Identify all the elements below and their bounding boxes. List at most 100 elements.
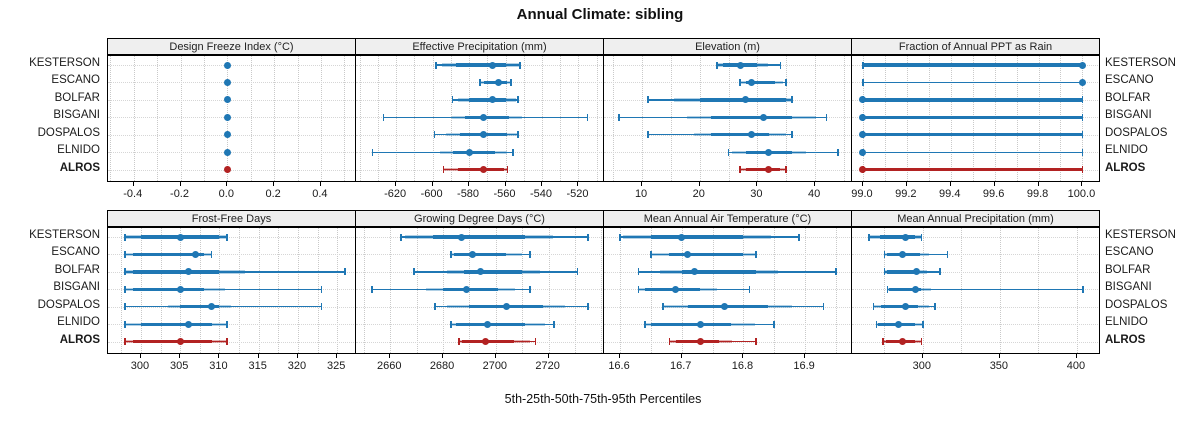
axis-tick	[179, 354, 181, 358]
median-dot	[223, 166, 231, 174]
gridline-vertical	[320, 56, 322, 181]
axis-tick	[993, 182, 995, 186]
whisker-cap	[920, 233, 923, 241]
panel-plot	[107, 55, 356, 182]
panel-plot	[851, 55, 1100, 182]
whisker-cap	[922, 320, 924, 328]
whisker-cap	[872, 303, 875, 311]
median-dot	[902, 233, 910, 241]
whisker-cap	[320, 285, 323, 293]
whisker-cap	[668, 338, 671, 346]
gridline-horizontal	[604, 82, 851, 84]
axis-tick-label: 305	[170, 360, 189, 372]
site-label-left: ESCANO	[51, 74, 100, 87]
median-dot	[696, 320, 704, 328]
interquartile-segment	[862, 63, 1083, 67]
median-dot	[468, 250, 476, 258]
interquartile-segment	[711, 133, 769, 137]
axis-tick	[226, 182, 228, 186]
site-label-right: BISGANI	[1105, 109, 1152, 122]
interquartile-segment	[133, 252, 204, 257]
gridline-vertical	[133, 56, 135, 181]
median-dot	[859, 148, 867, 156]
site-label-left: ESCANO	[51, 246, 100, 259]
whisker-cap	[450, 250, 452, 258]
axis-tick	[619, 354, 621, 358]
site-label-right: ELNIDO	[1105, 316, 1148, 329]
whisker-cap	[124, 268, 127, 276]
median-dot	[765, 148, 773, 156]
median-dot	[678, 233, 686, 241]
median-dot	[672, 285, 680, 293]
whisker-line	[125, 271, 345, 273]
whisker-cap	[1082, 285, 1084, 293]
axis-tick-label: -600	[420, 188, 443, 200]
axis-tick	[494, 354, 496, 358]
gridline-vertical	[712, 228, 714, 353]
whisker-cap	[882, 338, 884, 346]
median-dot	[184, 320, 192, 328]
panel-plot	[355, 227, 604, 354]
gridline-vertical	[843, 56, 845, 181]
median-dot	[176, 338, 184, 346]
whisker-cap	[442, 166, 445, 174]
median-dot	[736, 61, 744, 69]
gridline-vertical	[337, 228, 339, 353]
panel-strip: Fraction of Annual PPT as Rain	[851, 38, 1100, 55]
axis-tick-label: -580	[457, 188, 480, 200]
median-dot	[223, 96, 231, 104]
axis-tick-label: 16.9	[793, 360, 815, 372]
whisker-cap	[791, 131, 793, 139]
gridline-vertical	[219, 228, 221, 353]
whisker-cap	[529, 250, 531, 258]
gridline-vertical	[363, 228, 365, 353]
site-label-right: ESCANO	[1105, 74, 1154, 87]
gridline-horizontal	[852, 271, 1099, 273]
chart-title: Annual Climate: sibling	[516, 6, 684, 23]
panel-strip: Frost-Free Days	[107, 210, 356, 227]
whisker-cap	[862, 61, 864, 69]
axis-tick	[395, 182, 397, 186]
interquartile-segment	[133, 270, 220, 274]
interquartile-segment	[745, 80, 775, 85]
gridline-horizontal	[852, 341, 1099, 343]
gridline-vertical	[203, 56, 205, 181]
whisker-cap	[883, 268, 886, 276]
site-label-right: BOLFAR	[1105, 91, 1151, 104]
whisker-cap	[371, 285, 373, 293]
interquartile-segment	[681, 270, 756, 274]
gridline-horizontal	[108, 324, 355, 326]
gridline-horizontal	[852, 254, 1099, 256]
axis-tick-label: 315	[248, 360, 267, 372]
axis-tick	[1037, 182, 1039, 186]
whisker-cap	[647, 96, 649, 104]
site-label-right: KESTERSON	[1105, 229, 1176, 241]
whisker-cap	[433, 131, 436, 139]
whisker-cap	[517, 131, 520, 139]
gridline-vertical	[121, 228, 123, 353]
median-dot	[748, 78, 756, 86]
gridline-vertical	[620, 228, 622, 353]
whisker-cap	[124, 338, 127, 346]
whisker-cap	[619, 233, 621, 241]
interquartile-segment	[453, 252, 507, 257]
whisker-cap	[785, 78, 788, 86]
axis-tick	[905, 182, 907, 186]
gridline-vertical	[377, 56, 379, 181]
interquartile-segment	[469, 98, 506, 102]
whisker-cap	[791, 96, 793, 104]
panel-strip: Mean Annual Precipitation (mm)	[851, 210, 1100, 227]
gridline-vertical	[560, 56, 562, 181]
interquartile-segment	[711, 115, 792, 120]
whisker-cap	[512, 148, 514, 156]
interquartile-segment	[862, 168, 1083, 172]
median-dot	[696, 338, 704, 346]
site-label-right: BOLFAR	[1105, 263, 1151, 276]
median-dot	[484, 320, 492, 328]
axis-tick-label: 16.6	[608, 360, 630, 372]
gridline-vertical	[157, 56, 159, 181]
whisker-line	[125, 306, 322, 308]
gridline-vertical	[1038, 228, 1040, 353]
median-dot	[223, 131, 231, 139]
median-dot	[184, 268, 192, 276]
